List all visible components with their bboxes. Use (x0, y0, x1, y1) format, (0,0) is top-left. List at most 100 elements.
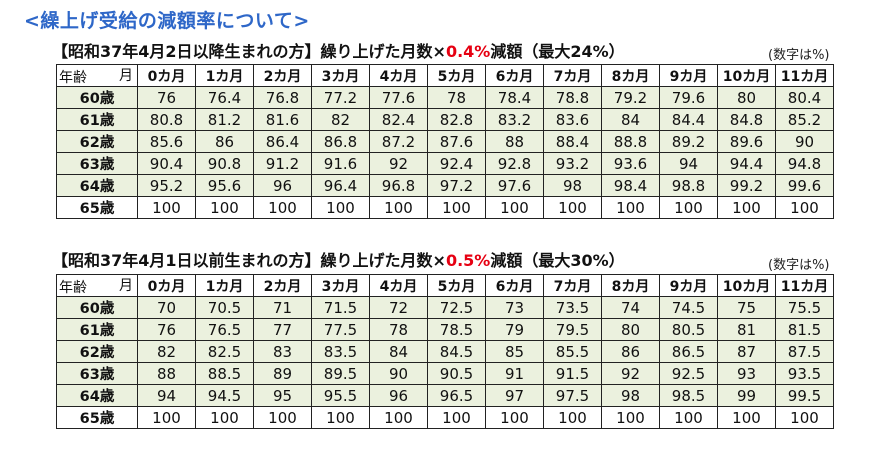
rate-cell: 74.5 (659, 296, 718, 319)
rate-cell: 71.5 (311, 296, 370, 319)
rate-cell: 83 (253, 340, 312, 363)
rate-cell: 98 (543, 174, 602, 197)
month-axis-label: 月 (119, 278, 133, 294)
rate-cell: 80.4 (775, 86, 834, 109)
page-title: <繰上げ受給の減額率について> (24, 10, 310, 32)
month-header: 3カ月 (311, 274, 370, 297)
rate-cell: 84.4 (659, 108, 718, 131)
rate-cell: 81.6 (253, 108, 312, 131)
rate-cell: 70.5 (195, 296, 254, 319)
table-row: 61歳 76 76.5 77 77.5 78 78.5 79 79.5 80 80.5 81 81.5 (56, 318, 834, 341)
month-header: 6カ月 (485, 274, 544, 297)
table-row: 64歳 94 94.5 95 95.5 96 96.5 97 97.5 98 98.5 99 99.5 (56, 384, 834, 407)
rate-cell: 86 (601, 340, 660, 363)
table2-rate: 0.5% (445, 251, 491, 270)
rate-cell: 100 (253, 196, 312, 219)
rate-cell: 100 (543, 196, 602, 219)
rate-cell: 91 (485, 362, 544, 385)
rate-cell: 94 (137, 384, 196, 407)
month-header: 1カ月 (195, 274, 254, 297)
rate-cell: 99.2 (717, 174, 776, 197)
rate-cell: 77.6 (369, 86, 428, 109)
month-header: 3カ月 (311, 64, 370, 87)
table1-heading-suffix: 減額（最大24%） (490, 42, 625, 61)
rate-cell: 90.4 (137, 152, 196, 175)
rate-cell: 100 (369, 406, 428, 429)
rate-cell: 100 (485, 406, 544, 429)
month-header: 10カ月 (717, 274, 776, 297)
table-row: 63歳 88 88.5 89 89.5 90 90.5 91 91.5 92 92.5 93 93.5 (56, 362, 834, 385)
month-header: 5カ月 (427, 274, 486, 297)
rate-cell: 77.5 (311, 318, 370, 341)
age-label: 62歳 (56, 130, 138, 153)
rate-cell: 91.5 (543, 362, 602, 385)
rate-cell: 73.5 (543, 296, 602, 319)
rate-cell: 85.5 (543, 340, 602, 363)
rate-cell: 88 (137, 362, 196, 385)
rate-cell: 78.8 (543, 86, 602, 109)
rate-cell: 90.8 (195, 152, 254, 175)
rate-cell: 90.5 (427, 362, 486, 385)
table2-heading: 【昭和37年4月1日以前生まれの方】繰り上げた月数×0.5%減額（最大30%） (52, 247, 625, 271)
table-row: 65歳 100 100 100 100 100 100 100 100 100 100 100 100 (56, 406, 834, 429)
rate-cell: 96.4 (311, 174, 370, 197)
age-label: 65歳 (56, 406, 138, 429)
rate-cell: 97.6 (485, 174, 544, 197)
rate-cell: 89.6 (717, 130, 776, 153)
rate-cell: 78.5 (427, 318, 486, 341)
rate-cell: 76.4 (195, 86, 254, 109)
rate-cell: 83.5 (311, 340, 370, 363)
rate-cell: 92.5 (659, 362, 718, 385)
rate-cell: 100 (543, 406, 602, 429)
rate-cell: 76.8 (253, 86, 312, 109)
rate-cell: 100 (253, 406, 312, 429)
month-header: 5カ月 (427, 64, 486, 87)
table1-reduction-rates: 月 年齢 0カ月 1カ月 2カ月 3カ月 4カ月 5カ月 6カ月 7カ月 8カ月 9カ月 10カ月 11カ… (56, 64, 834, 219)
rate-cell: 99.6 (775, 174, 834, 197)
rate-cell: 93.5 (775, 362, 834, 385)
rate-cell: 79.2 (601, 86, 660, 109)
header-row: 月 年齢 0カ月 1カ月 2カ月 3カ月 4カ月 5カ月 6カ月 7カ月 8カ月 9カ月 10カ月 11カ… (56, 274, 834, 297)
rate-cell: 100 (775, 196, 834, 219)
rate-cell: 100 (427, 196, 486, 219)
rate-cell: 92.4 (427, 152, 486, 175)
rate-cell: 87.2 (369, 130, 428, 153)
rate-cell: 92 (601, 362, 660, 385)
rate-cell: 83.2 (485, 108, 544, 131)
rate-cell: 71 (253, 296, 312, 319)
rate-cell: 91.2 (253, 152, 312, 175)
rate-cell: 98.8 (659, 174, 718, 197)
age-label: 64歳 (56, 174, 138, 197)
rate-cell: 84.5 (427, 340, 486, 363)
rate-cell: 84 (369, 340, 428, 363)
rate-cell: 85.2 (775, 108, 834, 131)
rate-cell: 81 (717, 318, 776, 341)
rate-cell: 100 (775, 406, 834, 429)
rate-cell: 70 (137, 296, 196, 319)
rate-cell: 100 (601, 406, 660, 429)
rate-cell: 100 (369, 196, 428, 219)
rate-cell: 88 (485, 130, 544, 153)
age-label: 62歳 (56, 340, 138, 363)
month-header: 11カ月 (775, 64, 834, 87)
month-header: 0カ月 (137, 274, 196, 297)
month-header: 7カ月 (543, 64, 602, 87)
rate-cell: 97.2 (427, 174, 486, 197)
age-label: 60歳 (56, 296, 138, 319)
rate-cell: 79.6 (659, 86, 718, 109)
rate-cell: 98 (601, 384, 660, 407)
rate-cell: 93.6 (601, 152, 660, 175)
rate-cell: 100 (485, 196, 544, 219)
table-row: 64歳 95.2 95.6 96 96.4 96.8 97.2 97.6 98 98.4 98.8 9… (56, 174, 834, 197)
month-header: 9カ月 (659, 64, 718, 87)
rate-cell: 100 (137, 196, 196, 219)
month-header: 11カ月 (775, 274, 834, 297)
rate-cell: 82.5 (195, 340, 254, 363)
rate-cell: 98.4 (601, 174, 660, 197)
rate-cell: 96 (369, 384, 428, 407)
rate-cell: 89.2 (659, 130, 718, 153)
rate-cell: 100 (311, 406, 370, 429)
rate-cell: 80.8 (137, 108, 196, 131)
rate-cell: 86 (195, 130, 254, 153)
table2-heading-suffix: 減額（最大30%） (490, 251, 625, 270)
